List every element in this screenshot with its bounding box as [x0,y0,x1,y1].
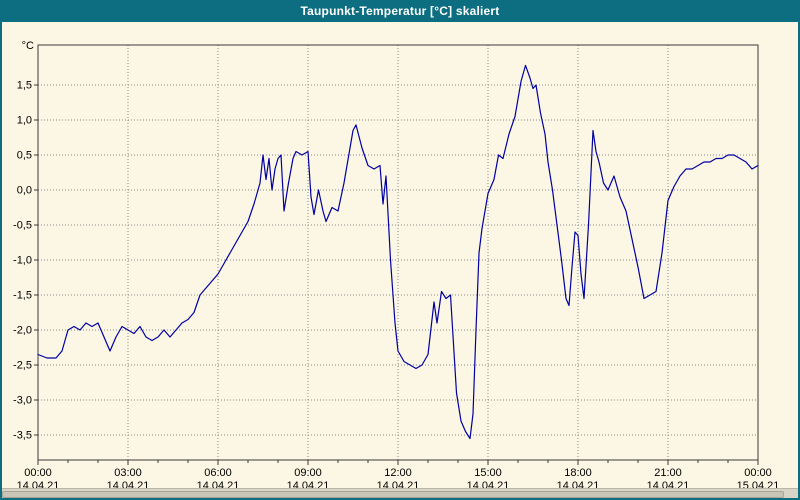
svg-text:00:00: 00:00 [744,467,772,479]
chart-area: 1,5 1,0 0,5 0,0 -0,5 -1,0 -1,5 -2,0 -2,5 -3,0 -3,5… [0,22,800,488]
svg-text:0,5: 0,5 [17,150,32,162]
svg-text:14.04.21: 14.04.21 [467,480,510,488]
svg-text:00:00: 00:00 [24,467,52,479]
title-bar: Taupunkt-Temperatur [°C] skaliert [0,0,800,22]
svg-text:-1,0: -1,0 [13,255,32,267]
svg-text:14.04.21: 14.04.21 [107,480,150,488]
scrollbar-thumb[interactable] [2,491,784,498]
svg-text:09:00: 09:00 [294,467,322,479]
horizontal-scrollbar[interactable] [0,488,800,500]
svg-text:21:00: 21:00 [654,467,682,479]
chart-title: Taupunkt-Temperatur [°C] skaliert [300,4,500,18]
svg-text:14.04.21: 14.04.21 [287,480,330,488]
svg-text:-3,0: -3,0 [13,395,32,407]
svg-text:18:00: 18:00 [564,467,592,479]
chart-canvas: 1,5 1,0 0,5 0,0 -0,5 -1,0 -1,5 -2,0 -2,5 -3,0 -3,5… [13,40,780,488]
svg-text:14.04.21: 14.04.21 [197,480,240,488]
svg-text:03:00: 03:00 [114,467,142,479]
svg-text:0,0: 0,0 [17,185,32,197]
svg-text:-0,5: -0,5 [13,220,32,232]
svg-text:06:00: 06:00 [204,467,232,479]
svg-text:14.04.21: 14.04.21 [647,480,690,488]
svg-text:-2,0: -2,0 [13,325,32,337]
svg-text:15:00: 15:00 [474,467,502,479]
svg-text:-3,5: -3,5 [13,430,32,442]
svg-text:°C: °C [22,40,34,52]
svg-text:12:00: 12:00 [384,467,412,479]
svg-text:1,5: 1,5 [17,80,32,92]
svg-text:1,0: 1,0 [17,115,32,127]
svg-text:15.04.21: 15.04.21 [737,480,780,488]
svg-text:-2,5: -2,5 [13,360,32,372]
svg-text:-1,5: -1,5 [13,290,32,302]
svg-text:14.04.21: 14.04.21 [17,480,60,488]
svg-text:14.04.21: 14.04.21 [557,480,600,488]
svg-text:14.04.21: 14.04.21 [377,480,420,488]
